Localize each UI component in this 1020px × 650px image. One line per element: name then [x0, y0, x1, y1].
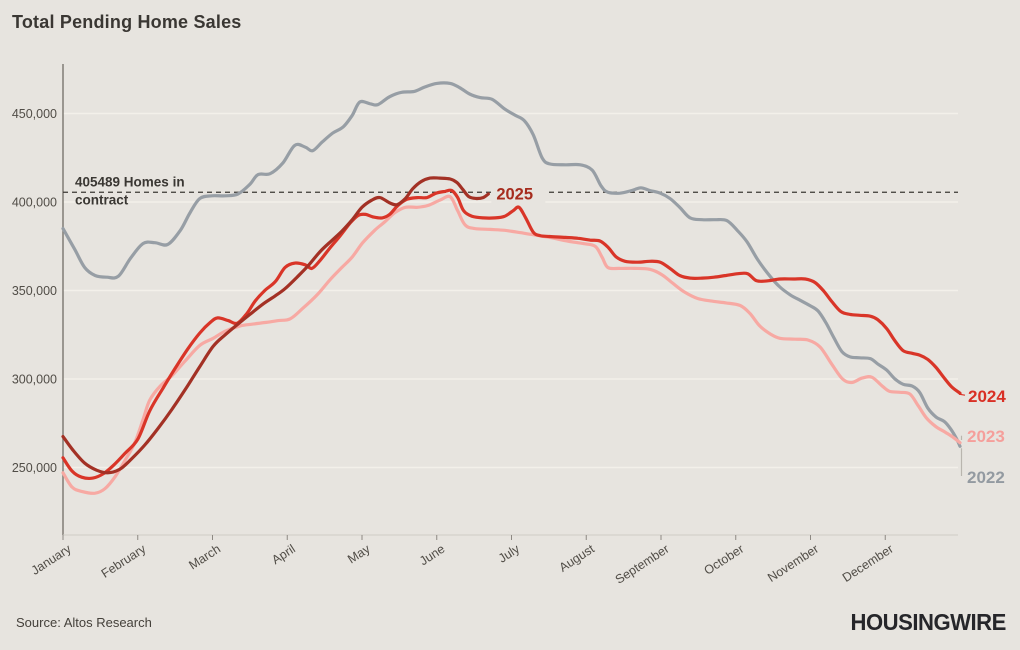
- housingwire-logo: HOUSINGWIRE: [850, 609, 1007, 635]
- series-label-2024: 2024: [968, 387, 1006, 406]
- x-tick-label-november: November: [765, 542, 821, 585]
- series-label-2025: 2025: [496, 186, 533, 204]
- x-tick-label-may: May: [345, 541, 373, 566]
- x-tick-label-january: January: [29, 541, 75, 577]
- x-tick-label-february: February: [99, 541, 149, 580]
- y-tick-label: 250,000: [12, 461, 57, 475]
- y-tick-label: 400,000: [12, 196, 57, 210]
- label-2025-bg: [491, 182, 546, 205]
- x-tick-label-march: March: [186, 542, 223, 573]
- x-tick-label-october: October: [701, 542, 746, 578]
- annotation-line1: 405489 Homes in: [75, 174, 185, 189]
- x-tick-label-july: July: [496, 541, 523, 565]
- y-tick-label: 300,000: [12, 373, 57, 387]
- x-tick-label-august: August: [557, 541, 598, 574]
- label-2024-leader: [958, 393, 966, 396]
- y-tick-label: 350,000: [12, 284, 57, 298]
- series-line-2023: [61, 194, 962, 495]
- chart-title: Total Pending Home Sales: [12, 12, 242, 32]
- x-tick-label-september: September: [613, 542, 672, 587]
- x-tick-label-june: June: [417, 542, 447, 569]
- series-label-2023: 2023: [967, 427, 1005, 446]
- series-label-2022: 2022: [967, 468, 1005, 487]
- series-line-2024: [61, 188, 962, 480]
- x-tick-label-april: April: [269, 542, 298, 567]
- x-tick-label-december: December: [840, 542, 896, 585]
- series-line-2025: [61, 176, 490, 475]
- source-credit: Source: Altos Research: [16, 615, 152, 630]
- series-line-2022: [61, 81, 962, 448]
- annotation-line2: contract: [75, 192, 129, 207]
- y-tick-label: 450,000: [12, 107, 57, 121]
